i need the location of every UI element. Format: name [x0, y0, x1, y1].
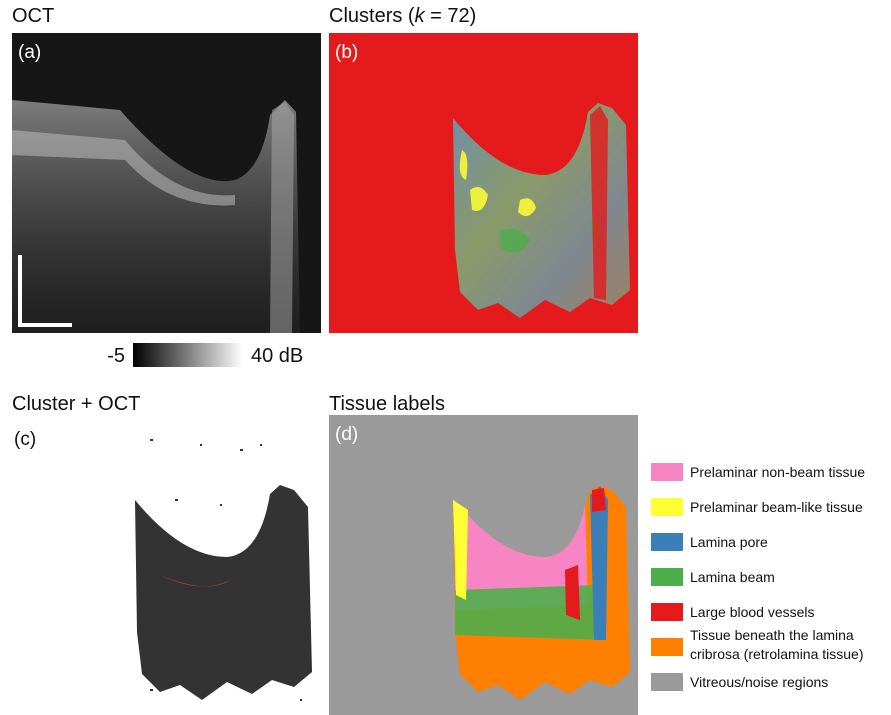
legend-label: Large blood vessels [690, 604, 815, 620]
panel-title: Cluster + OCT [12, 393, 140, 415]
legend-swatch [651, 603, 683, 621]
tissue-label-image [329, 415, 638, 715]
colorbar [133, 343, 243, 367]
panel-title: Tissue labels [329, 393, 445, 415]
panel-title: OCT [12, 5, 54, 27]
panel-label: (d) [335, 424, 358, 445]
legend: Prelaminar non-beam tissue Prelaminar bea… [651, 463, 865, 691]
title-part: Clusters ( [329, 5, 415, 27]
legend-swatch [651, 533, 683, 551]
legend-label: Prelaminar beam-like tissue [690, 499, 863, 515]
colorbar-max: 40 dB [251, 345, 303, 367]
panel-label: (b) [335, 42, 358, 63]
colorbar-min: -5 [107, 345, 125, 367]
panel-label: (a) [18, 42, 41, 63]
legend-swatch [651, 498, 683, 516]
legend-label: Vitreous/noise regions [690, 674, 828, 690]
cluster-oct-image [135, 440, 312, 700]
legend-swatch [651, 463, 683, 481]
legend-label: Lamina pore [690, 534, 768, 550]
legend-label: Lamina beam [690, 569, 775, 585]
panel-title: Clusters (k = 72) [329, 5, 476, 27]
legend-label: Tissue beneath the lamina [690, 627, 854, 643]
panel-label: (c) [14, 429, 36, 450]
title-part: = 72) [425, 5, 477, 27]
figure: OCT Clusters (k = 72) Cluster + OCT Tiss… [0, 0, 891, 715]
cluster-image [329, 33, 638, 333]
oct-image [12, 33, 321, 333]
legend-label: cribrosa (retrolamina tissue) [690, 646, 864, 662]
legend-swatch [651, 568, 683, 586]
legend-swatch [651, 673, 683, 691]
legend-swatch [651, 638, 683, 656]
legend-label: Prelaminar non-beam tissue [690, 464, 865, 480]
